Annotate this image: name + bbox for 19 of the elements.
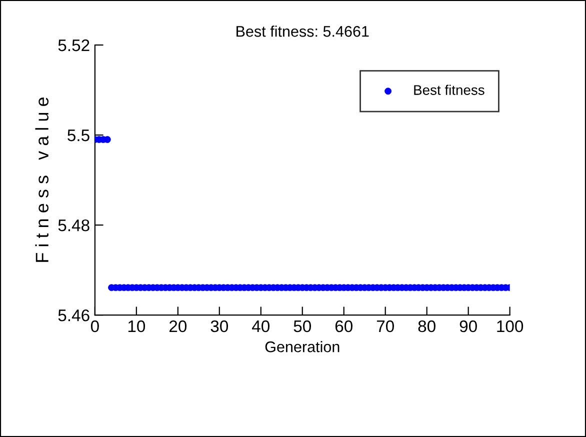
y-tick-label: 5.5 bbox=[68, 130, 90, 142]
x-tick-label: 20 bbox=[169, 320, 187, 332]
x-tick-label: 60 bbox=[335, 320, 352, 332]
chart-title: Best fitness: 5.4661 bbox=[236, 26, 369, 37]
y-tick-label: 5.48 bbox=[58, 219, 90, 232]
x-tick-label: 80 bbox=[418, 320, 436, 332]
x-tick-label: 70 bbox=[376, 320, 394, 332]
x-tick-label: 30 bbox=[210, 320, 228, 332]
x-tick-label: 90 bbox=[460, 320, 477, 332]
y-tick-label: 5.46 bbox=[58, 309, 90, 322]
x-tick-label: 0 bbox=[90, 320, 99, 332]
x-tick-label: 50 bbox=[294, 320, 311, 332]
x-tick-label: 40 bbox=[252, 320, 270, 332]
x-tick-label: 10 bbox=[128, 320, 146, 332]
legend-label: Best fitness bbox=[414, 84, 484, 95]
y-tick-label: 5.52 bbox=[58, 39, 90, 52]
x-axis-title: Generation bbox=[265, 341, 340, 352]
y-axis-title: F i t n e s s v a l u e bbox=[35, 98, 49, 262]
x-tick-label: 100 bbox=[497, 320, 524, 332]
